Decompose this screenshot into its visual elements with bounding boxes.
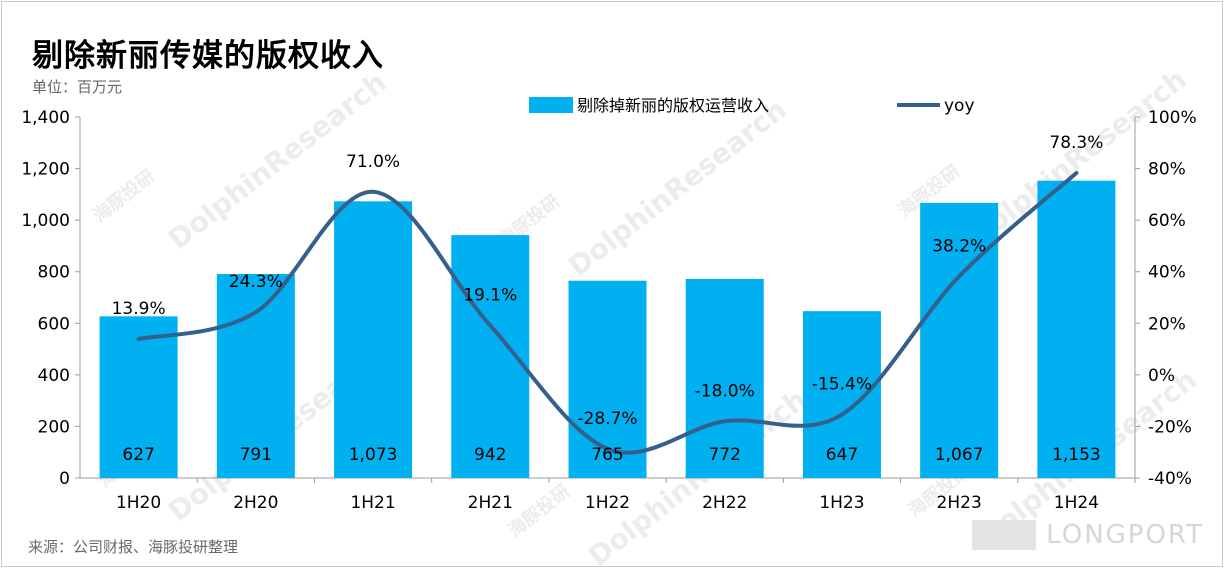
bar <box>216 274 295 478</box>
x-tick-label: 1H23 <box>819 493 864 513</box>
bar <box>685 278 764 478</box>
source-note: 来源：公司财报、海豚投研整理 <box>28 538 239 556</box>
y-left-tick-label: 600 <box>38 314 70 334</box>
bar-value-label: 627 <box>122 445 154 465</box>
x-tick-label: 1H24 <box>1054 493 1099 513</box>
bar-value-label: 765 <box>591 445 623 465</box>
y-right-tick-label: 40% <box>1148 263 1186 283</box>
y-left-tick-label: 1,400 <box>21 108 70 128</box>
y-right-tick-label: 0% <box>1148 366 1175 386</box>
y-right-tick-label: 60% <box>1148 211 1186 231</box>
bar-value-label: 1,073 <box>349 445 398 465</box>
x-tick-label: 2H20 <box>233 493 278 513</box>
bar-value-label: 772 <box>708 445 740 465</box>
bar <box>334 201 413 479</box>
y-right-tick-label: 100% <box>1148 108 1197 128</box>
yoy-value-label: -28.7% <box>577 409 637 429</box>
y-left-tick-label: 200 <box>38 417 70 437</box>
bar <box>568 280 647 478</box>
brand-watermark: LONGPORT <box>972 520 1204 550</box>
yoy-value-label: 13.9% <box>112 299 166 319</box>
brand-logo-icon <box>972 520 1037 550</box>
bar-value-label: 1,153 <box>1052 445 1101 465</box>
yoy-value-label: 78.3% <box>1049 133 1103 153</box>
yoy-line <box>136 170 1079 455</box>
x-tick-label: 1H20 <box>116 493 161 513</box>
y-right-tick-label: -40% <box>1148 469 1192 489</box>
y-left-tick-label: 0 <box>59 469 70 489</box>
yoy-value-label: 24.3% <box>229 272 283 292</box>
bar <box>1037 180 1116 478</box>
x-tick-label: 2H22 <box>702 493 747 513</box>
unit-label: 单位：百万元 <box>32 78 123 96</box>
x-tick-label: 2H23 <box>937 493 982 513</box>
yoy-value-label: 19.1% <box>463 286 517 306</box>
y-right-tick-label: -20% <box>1148 417 1192 437</box>
bar-value-label: 942 <box>474 445 506 465</box>
x-tick-label: 1H22 <box>585 493 630 513</box>
x-tick-label: 1H21 <box>350 493 395 513</box>
chart-title: 剔除新丽传媒的版权收入 <box>32 38 384 74</box>
y-left-tick-label: 400 <box>38 366 70 386</box>
y-right-tick-label: 80% <box>1148 160 1186 180</box>
bar-value-label: 1,067 <box>935 445 984 465</box>
y-right-tick-label: 20% <box>1148 314 1186 334</box>
bar-value-label: 791 <box>240 445 272 465</box>
legend-bar-label: 剔除掉新丽的版权运营收入 <box>577 96 769 115</box>
legend-line-label: yoy <box>944 96 975 116</box>
y-left-tick-label: 1,200 <box>21 160 70 180</box>
y-left-tick-label: 1,000 <box>21 211 70 231</box>
brand-name: LONGPORT <box>1046 520 1204 550</box>
bar-value-label: 647 <box>826 445 858 465</box>
legend-bar-swatch <box>529 97 573 113</box>
bar <box>99 316 178 478</box>
yoy-value-label: 71.0% <box>346 152 400 172</box>
yoy-value-label: -18.0% <box>695 381 755 401</box>
x-tick-label: 2H21 <box>468 493 513 513</box>
yoy-value-label: -15.4% <box>812 375 872 395</box>
yoy-value-label: 38.2% <box>932 236 986 256</box>
y-left-tick-label: 800 <box>38 263 70 283</box>
